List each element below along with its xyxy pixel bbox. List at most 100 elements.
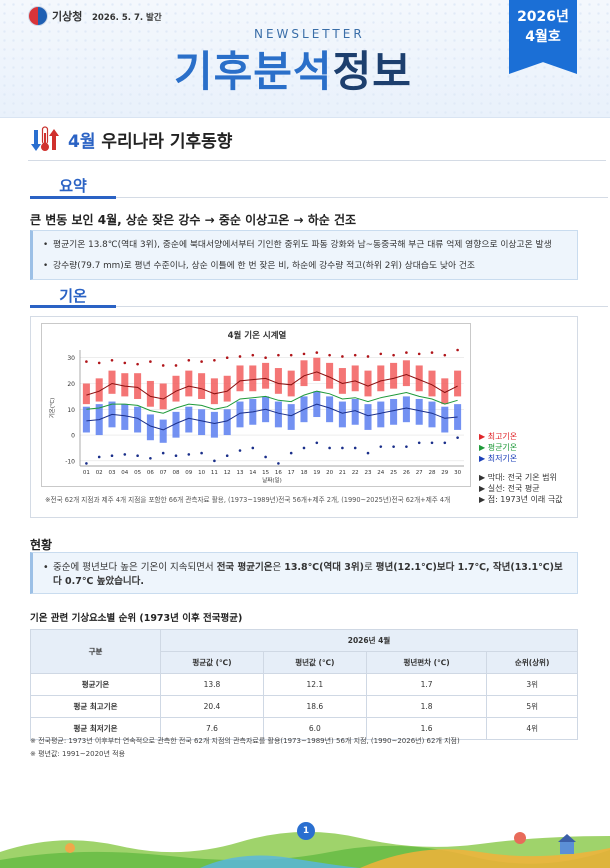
max-extreme-point <box>443 353 447 357</box>
legend-note: ▶ 막대: 전국 기온 범위 <box>479 473 557 482</box>
max-extreme-point <box>123 361 127 365</box>
min-temp-bar <box>377 401 385 428</box>
min-temp-bar <box>390 398 398 425</box>
x-tick-label: 08 <box>173 470 180 476</box>
min-temp-bar <box>326 396 334 423</box>
max-extreme-point <box>161 364 165 367</box>
issue-date: 2026. 5. 7. 발간 <box>92 13 162 23</box>
min-extreme-point <box>213 459 216 463</box>
max-temp-bar <box>236 365 244 392</box>
y-tick-label: 10 <box>67 407 75 414</box>
min-extreme-point <box>392 445 395 448</box>
min-temp-bar <box>364 404 372 430</box>
max-extreme-point <box>136 362 139 366</box>
current-text-bold2: 13.8℃(역대 3위) <box>284 562 364 573</box>
x-tick-label: 02 <box>96 470 103 476</box>
x-tick-label: 13 <box>237 470 244 476</box>
x-tick-label: 25 <box>390 470 397 476</box>
page-number: 1 <box>297 822 315 840</box>
max-extreme-point <box>341 355 344 358</box>
min-temp-bar <box>159 419 167 443</box>
max-temp-bar <box>454 370 462 397</box>
section-title: 4월 우리나라 기후동향 <box>30 124 232 154</box>
max-temp-bar <box>198 373 206 399</box>
max-temp-bar <box>377 365 385 392</box>
min-temp-bar <box>287 404 295 430</box>
newsletter-label: NEWSLETTER <box>254 27 365 41</box>
table-row: 평균 최고기온 20.4 18.6 1.8 5위 <box>30 695 578 718</box>
current-bullet: 중순에 평년보다 높은 기온이 지속되면서 전국 평균기온은 13.8℃(역대 … <box>43 561 567 589</box>
min-temp-bar <box>428 401 436 428</box>
table-row-label: 평균 최고기온 <box>30 695 161 718</box>
x-tick-label: 19 <box>313 470 320 476</box>
min-extreme-point <box>277 462 280 465</box>
legend-max: ▶ 최고기온 <box>479 432 518 441</box>
table-header-col: 평년값 (℃) <box>262 651 367 674</box>
y-tick-label: 0 <box>71 433 75 440</box>
ribbon-year: 2026년 <box>517 9 569 25</box>
max-temp-bar <box>262 362 270 389</box>
max-temp-bar <box>402 360 410 387</box>
table-cell: 5위 <box>486 695 578 718</box>
min-temp-bar <box>351 398 359 425</box>
x-tick-label: 18 <box>301 470 308 476</box>
x-tick-label: 03 <box>109 470 116 476</box>
min-extreme-point <box>456 436 459 439</box>
legend-note-dot: 점: 1973년 이래 극값 <box>487 495 563 504</box>
summary-headline: 큰 변동 보인 4월, 상순 잦은 강수 → 중순 이상고온 → 하순 건조 <box>30 213 357 227</box>
max-temp-bar <box>351 365 359 392</box>
max-extreme-point <box>264 356 267 360</box>
table-cell: 7.6 <box>160 717 264 740</box>
x-tick-label: 04 <box>121 470 128 476</box>
max-temp-bar <box>300 360 308 387</box>
min-extreme-point <box>417 441 421 445</box>
table-cell: 4위 <box>486 717 578 740</box>
max-temp-bar <box>134 373 142 399</box>
legend-min: ▶ 최저기온 <box>479 454 518 463</box>
table-cell: 12.1 <box>262 673 367 696</box>
max-temp-bar <box>146 380 154 407</box>
min-temp-line <box>86 403 458 431</box>
max-extreme-point <box>97 361 101 365</box>
min-temp-bar <box>134 406 142 433</box>
max-extreme-point <box>417 352 421 356</box>
max-temp-bar <box>223 375 231 402</box>
x-tick-label: 16 <box>275 470 282 476</box>
table-cell: 1.7 <box>365 673 488 696</box>
max-temp-bar <box>159 383 167 410</box>
x-tick-label: 26 <box>403 470 410 476</box>
min-extreme-point <box>264 455 267 459</box>
min-extreme-point <box>85 462 88 465</box>
mean-temp-line <box>86 390 458 414</box>
min-temp-bar <box>198 409 206 436</box>
max-extreme-point <box>379 352 383 356</box>
min-extreme-point <box>136 454 139 457</box>
max-temp-bar <box>428 370 436 397</box>
min-extreme-point <box>289 451 293 455</box>
min-extreme-point <box>110 454 114 457</box>
notes: ※ 전국평균: 1973년 이후부터 연속적으로 관측한 전국 62개 지점의 … <box>30 735 460 761</box>
max-extreme-point <box>277 353 280 357</box>
current-text-mid2: 로 <box>363 562 376 573</box>
min-extreme-point <box>238 449 242 452</box>
min-extreme-point <box>174 454 178 457</box>
max-temp-bar <box>313 357 321 381</box>
x-tick-label: 21 <box>339 470 346 476</box>
min-extreme-point <box>328 446 331 450</box>
max-extreme-point <box>213 359 216 362</box>
legend-note-line: 실선: 전국 평균 <box>487 484 540 493</box>
min-extreme-point <box>302 446 306 450</box>
max-extreme-point <box>289 353 293 357</box>
x-tick-label: 15 <box>262 470 269 476</box>
x-tick-label: 30 <box>454 470 461 476</box>
x-tick-label: 05 <box>134 470 141 476</box>
legend-mean-label: 평균기온 <box>487 443 518 452</box>
taegeuk-icon <box>28 6 48 26</box>
min-extreme-point <box>123 453 127 456</box>
min-extreme-point <box>315 441 319 445</box>
max-extreme-point <box>430 351 434 354</box>
temperature-tab-line <box>30 305 608 308</box>
min-extreme-point <box>443 441 447 445</box>
min-temp-bar <box>121 404 129 430</box>
min-temp-bar <box>82 406 90 433</box>
